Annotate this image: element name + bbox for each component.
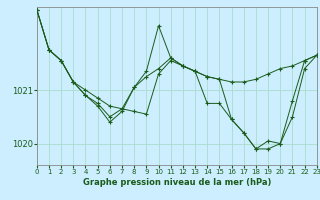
X-axis label: Graphe pression niveau de la mer (hPa): Graphe pression niveau de la mer (hPa)	[83, 178, 271, 187]
